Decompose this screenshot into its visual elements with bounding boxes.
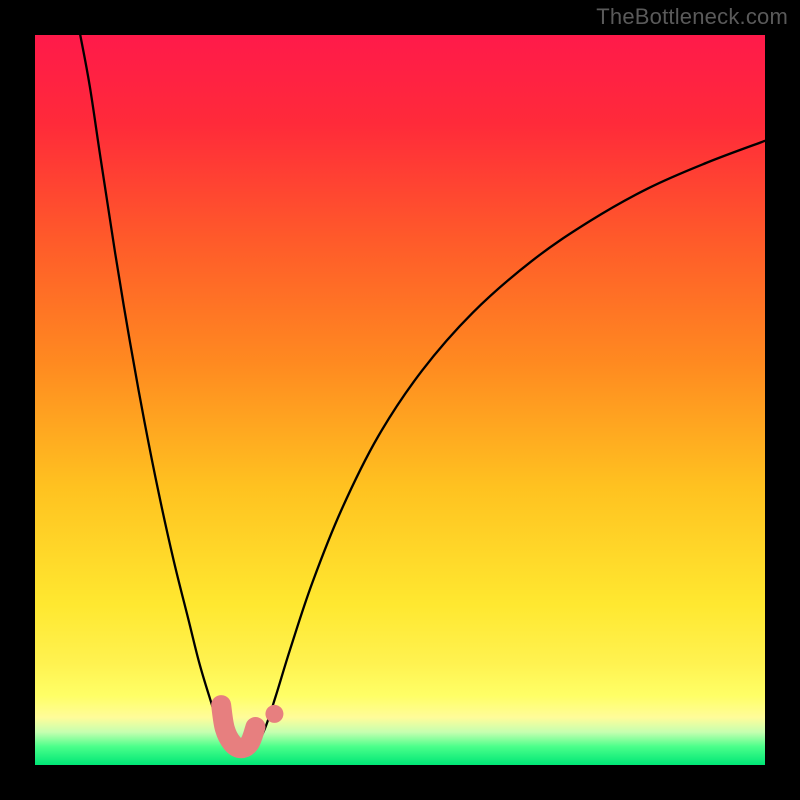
watermark-text: TheBottleneck.com [596,4,788,30]
marker-dot [265,705,283,723]
bottleneck-chart [0,0,800,800]
